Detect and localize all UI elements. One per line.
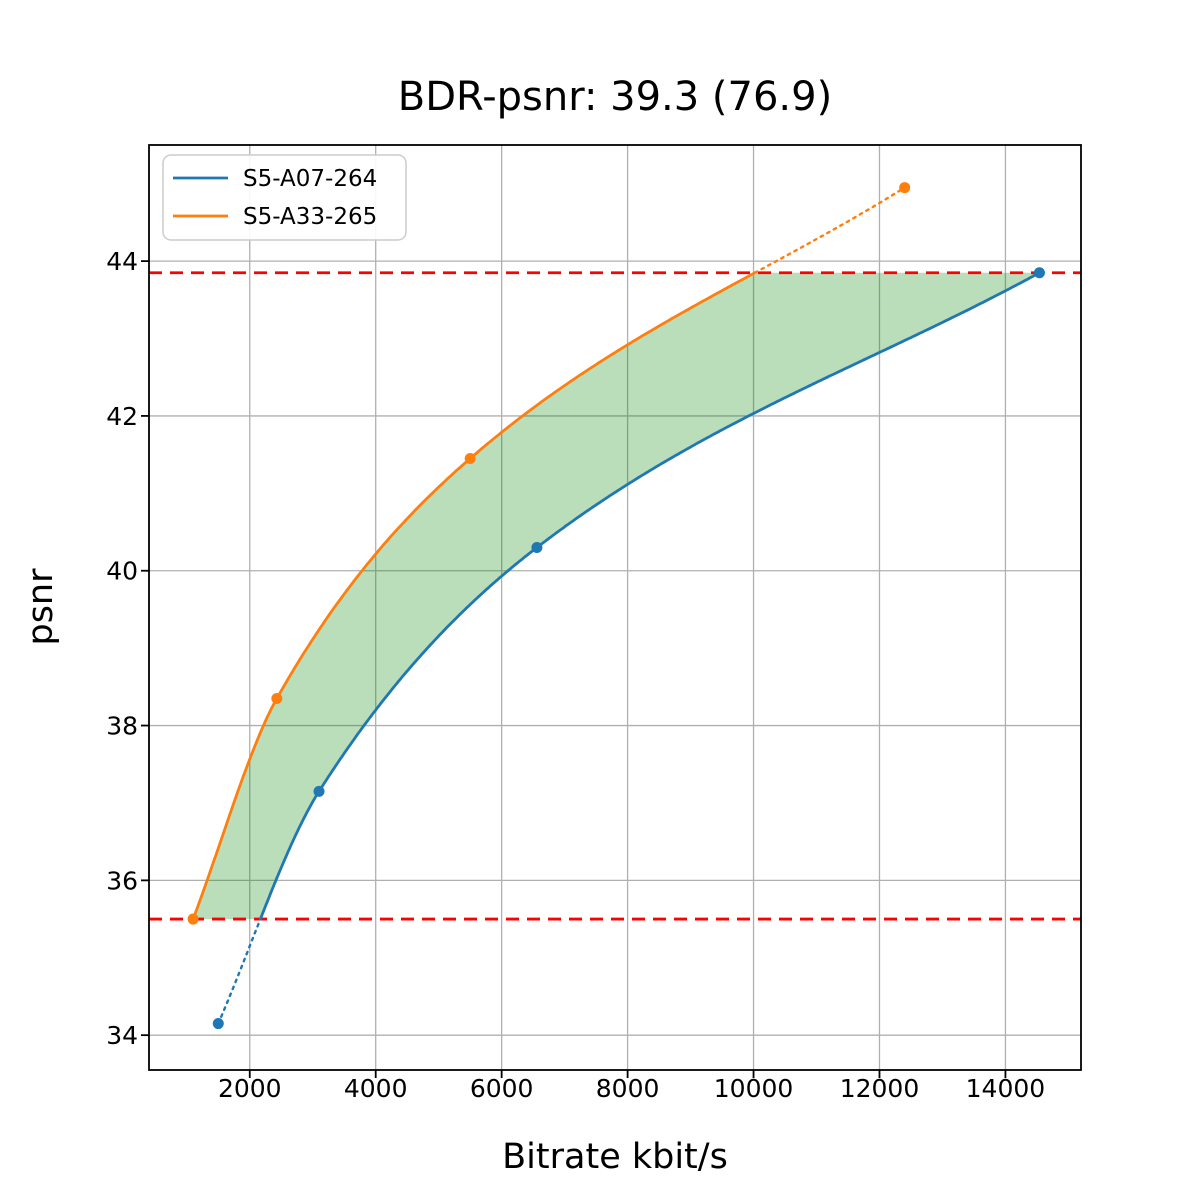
x-tick-label: 6000 bbox=[470, 1074, 534, 1103]
legend-entry: S5-A33-265 bbox=[173, 204, 377, 230]
data-point-marker-s5-a33-265 bbox=[271, 692, 283, 704]
x-tick-label: 10000 bbox=[714, 1074, 794, 1103]
legend-label: S5-A33-265 bbox=[243, 204, 377, 230]
data-point-marker-s5-a07-264 bbox=[212, 1018, 224, 1030]
legend-label: S5-A07-264 bbox=[243, 166, 377, 192]
data-point-marker-s5-a33-265 bbox=[187, 913, 199, 925]
legend-box bbox=[162, 154, 407, 241]
data-point-marker-s5-a07-264 bbox=[313, 785, 325, 797]
y-tick-label: 34 bbox=[106, 1021, 138, 1050]
data-point-marker-s5-a07-264 bbox=[531, 542, 543, 554]
y-tick-label: 40 bbox=[106, 557, 138, 586]
legend-entry: S5-A07-264 bbox=[173, 166, 377, 192]
axis-ticks: 2000 4000 6000 8000 10000 12000 14000 34 36 38 40 4… bbox=[106, 247, 1045, 1103]
legend: S5-A07-264 S5-A33-265 bbox=[162, 154, 407, 241]
data-point-marker-s5-a33-265 bbox=[464, 452, 476, 464]
y-axis-label: psnr bbox=[21, 568, 61, 646]
y-tick-label: 44 bbox=[106, 247, 138, 276]
y-tick-label: 36 bbox=[106, 866, 138, 895]
x-tick-label: 2000 bbox=[218, 1074, 282, 1103]
x-tick-label: 8000 bbox=[596, 1074, 660, 1103]
curve-s5-a07-264-extrapolated bbox=[217, 917, 262, 1025]
x-tick-label: 12000 bbox=[840, 1074, 920, 1103]
x-tick-label: 14000 bbox=[966, 1074, 1046, 1103]
data-point-marker-s5-a07-264 bbox=[1033, 267, 1045, 279]
x-axis-label: Bitrate kbit/s bbox=[502, 1137, 728, 1177]
plot-area: 2000 4000 6000 8000 10000 12000 14000 34 36 38 40 4… bbox=[106, 144, 1082, 1103]
gridlines bbox=[149, 145, 1081, 1070]
chart-title: BDR-psnr: 39.3 (76.9) bbox=[398, 74, 832, 120]
curve-s5-a07-264 bbox=[259, 271, 1041, 921]
data-point-marker-s5-a33-265 bbox=[899, 182, 911, 194]
axes-frame bbox=[148, 144, 1082, 1071]
x-tick-label: 4000 bbox=[344, 1074, 408, 1103]
y-tick-label: 42 bbox=[106, 402, 138, 431]
bd-fill-area bbox=[193, 272, 1040, 920]
y-tick-label: 38 bbox=[106, 712, 138, 741]
curve-s5-a33-265-extrapolated bbox=[753, 186, 906, 274]
